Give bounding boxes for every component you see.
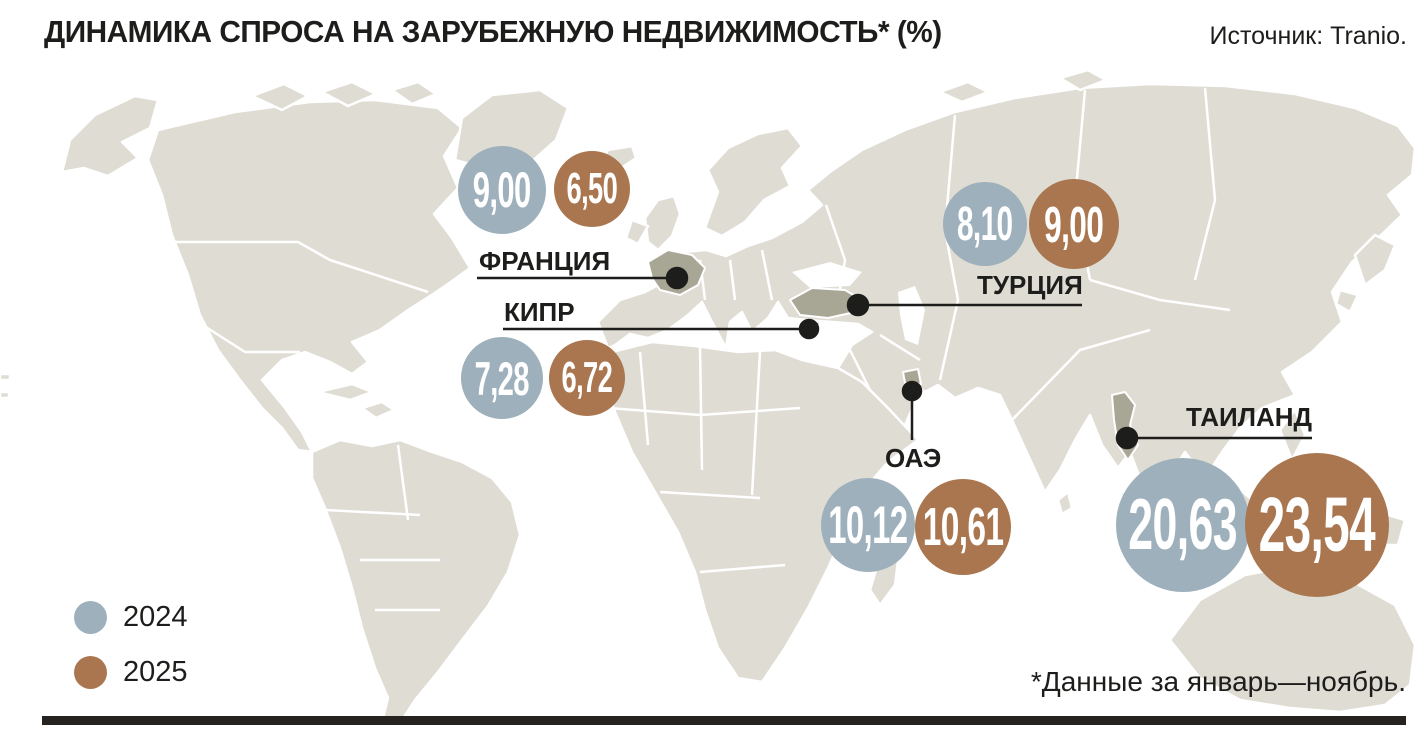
legend-label-2025: 2025 [123,655,188,688]
australia-shape [1168,563,1417,714]
bubble-france-2025: 6,50 [554,151,630,227]
turkey-marker [846,293,870,317]
bubble-cyprus-2024: 7,28 [461,337,543,419]
bubble-value: 9,00 [473,162,531,218]
legend-label-2024: 2024 [123,600,188,633]
country-label-cyprus: КИПР [504,297,575,327]
north-america-shape [146,98,472,454]
bubble-value: 9,00 [1044,195,1104,253]
scandinavia-shape [703,126,804,238]
connectors [477,266,1312,450]
arctic-island [1058,68,1108,92]
arctic-island [390,80,438,106]
page-title: ДИНАМИКА СПРОСА НА ЗАРУБЕЖНУЮ НЕДВИЖИМОС… [44,14,942,49]
pacific-island [0,372,12,382]
japan-shape [1353,233,1397,287]
caspian-sea [898,286,925,345]
footnote: *Данные за январь—ноябрь. [1030,666,1406,697]
bubble-value: 23,54 [1258,481,1376,568]
country-label-turkey: ТУРЦИЯ [977,270,1083,300]
thailand-marker [1115,426,1139,450]
bottom-rule [42,716,1406,725]
bubble-turkey-2025: 9,00 [1029,179,1119,269]
pacific-island [0,390,11,400]
philippines-shape [1278,408,1307,462]
bubble-value: 10,61 [922,497,1004,557]
hispaniola-shape [360,400,396,420]
legend-item-2024: 2024 [74,600,188,634]
cyprus-marker [798,318,820,340]
bubble-value: 10,12 [828,495,908,555]
alaska-shape [60,94,160,178]
country-label-uae: ОАЭ [885,443,942,473]
country-borders [155,87,1231,612]
legend-item-2025: 2025 [74,655,188,689]
sri-lanka-shape [1056,490,1074,516]
continents [0,68,1417,724]
bubble-turkey-2024: 8,10 [943,182,1027,266]
france-marker [665,266,689,290]
arctic-island [250,82,310,112]
bubble-cyprus-2025: 6,72 [549,340,625,416]
bubble-value: 6,72 [561,353,613,402]
bubble-thailand-2024: 20,63 [1116,458,1250,592]
south-america-shape [310,438,522,724]
arctic-island [320,80,378,108]
bubble-france-2024: 9,00 [458,146,546,234]
bubble-uae-2024: 10,12 [821,478,915,572]
country-label-thailand: ТАИЛАНД [1186,402,1313,432]
ireland-shape [624,218,650,246]
africa-shape [603,340,920,684]
bubble-thailand-2025: 23,54 [1245,453,1389,597]
bubble-value: 8,10 [957,197,1013,251]
arctic-island [938,80,990,104]
legend: 2024 2025 [74,600,188,710]
uae-marker [901,380,923,402]
legend-swatch-2024 [74,600,107,634]
uae-highlight [902,368,922,385]
cuba-shape [316,382,374,402]
legend-swatch-2025 [74,655,107,689]
great-britain-shape [643,194,682,252]
country-label-france: ФРАНЦИЯ [479,246,611,276]
bubble-uae-2025: 10,61 [915,479,1011,575]
source-note: Источник: Tranio. [1209,22,1408,50]
bubble-value: 7,28 [474,351,530,405]
bubble-value: 20,63 [1128,485,1238,565]
japan-shape [1334,288,1360,314]
bubble-value: 6,50 [566,164,618,213]
